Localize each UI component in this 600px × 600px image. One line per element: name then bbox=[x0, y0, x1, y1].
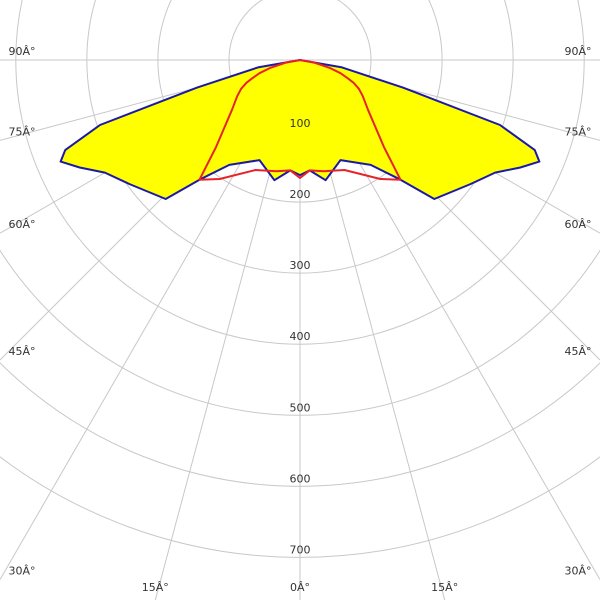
angle-label: 45Â° bbox=[564, 345, 591, 358]
angle-label: 90Â° bbox=[564, 45, 591, 58]
angle-label: 0Â° bbox=[290, 581, 310, 594]
angle-label: 60Â° bbox=[8, 218, 35, 231]
r-tick-label: 400 bbox=[290, 330, 311, 343]
angle-label: 15Â° bbox=[431, 581, 458, 594]
angle-label: 75Â° bbox=[8, 125, 35, 138]
r-tick-label: 200 bbox=[290, 188, 311, 201]
r-tick-label: 600 bbox=[290, 472, 311, 485]
angle-label: 15Â° bbox=[142, 581, 169, 594]
r-tick-label: 700 bbox=[290, 543, 311, 556]
angle-label: 30Â° bbox=[8, 565, 35, 578]
r-tick-label: 300 bbox=[290, 259, 311, 272]
angle-label: 45Â° bbox=[8, 345, 35, 358]
r-tick-label: 500 bbox=[290, 401, 311, 414]
angle-label: 75Â° bbox=[564, 125, 591, 138]
series-curve bbox=[198, 59, 402, 181]
angle-label: 60Â° bbox=[564, 218, 591, 231]
angle-label: 30Â° bbox=[564, 565, 591, 578]
r-tick-label: 100 bbox=[290, 117, 311, 130]
angle-label: 90Â° bbox=[8, 45, 35, 58]
series-curve bbox=[59, 59, 541, 200]
